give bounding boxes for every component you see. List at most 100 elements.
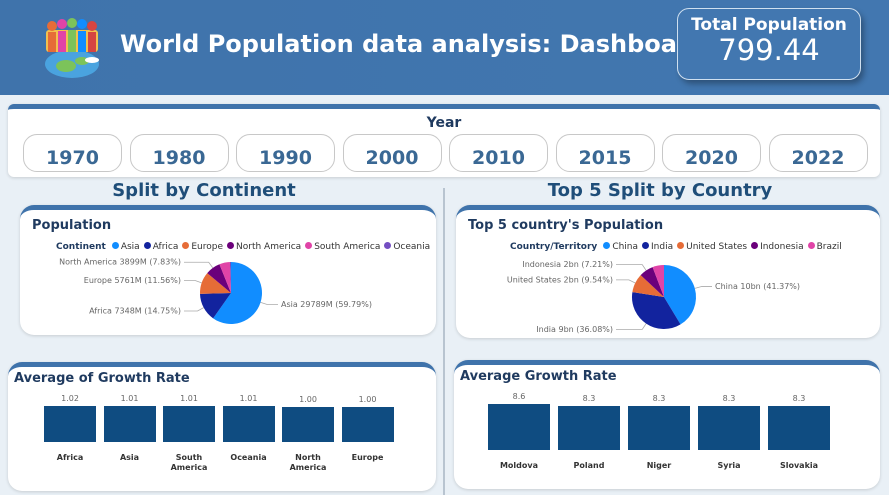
year-button[interactable]: 2015 [555,134,655,172]
legend-title: Continent [56,242,106,252]
x-tick-label: North America [289,453,327,472]
legend-item: Indonesia [751,242,804,252]
bar [698,405,760,450]
legend-swatch [182,242,190,249]
pie-slice [640,267,664,297]
leader-line [184,280,202,284]
leader-line [616,323,647,330]
pie-slice [200,293,231,319]
data-label: North America 3899M (7.83%) [59,258,181,267]
year-button[interactable]: 2020 [662,134,761,172]
year-button[interactable]: 1990 [236,134,335,172]
data-label: 8.3 [722,393,736,403]
pie-slice [207,264,231,293]
legend-swatch [111,242,119,249]
bar-column: 8.3 Syria [698,365,760,489]
pie-panel: Population Continent Asia Africa Europe North… [20,205,436,335]
data-label: 8.6 [512,392,526,401]
pie-panel: Top 5 country's Population Country/Territ… [456,205,880,338]
legend-label: Oceania [393,242,431,252]
year-button[interactable]: 1980 [129,134,229,172]
chart-title: Average of Growth Rate [14,371,190,386]
data-label: 1.01 [120,394,139,404]
bar [558,405,620,450]
bar-column: 1.01 Oceania [222,367,275,491]
legend-label: Asia [120,242,140,252]
x-tick-label: Slovakia [779,461,819,470]
legend-item: Africa [143,242,178,252]
x-tick-label: Syria [717,461,741,470]
data-label: United States 2bn (9.54%) [507,275,613,284]
slicer-title: Year [426,115,462,131]
leader-line [184,307,204,312]
x-tick-label: South America [170,453,208,472]
x-tick-label: Oceania [230,453,267,462]
kpi-card: Total Population 799.44 [677,8,861,80]
year-button[interactable]: 1970 [23,134,122,172]
pie-chart: Asia 29789M (59.79%) Africa 7348M (14.75%… [59,258,372,324]
bar-panel: Average of Growth Rate 1.02 Africa 1.01 Asia… [8,362,436,491]
x-tick-label: Moldova [499,461,539,470]
x-tick-label: Asia [119,453,140,462]
legend-swatch [677,242,685,249]
legend-item: China [603,242,638,252]
pie-chart: China 10bn (41.37%) India 9bn (36.08%) Uni… [507,260,800,334]
legend-label: Europe [191,242,224,252]
pie-slice [213,262,262,324]
legend-swatch [642,242,650,249]
legend-title: Country/Territory [510,242,598,252]
leader-line [184,261,214,269]
data-label: China 10bn (41.37%) [715,282,800,291]
legend-item: North America [227,242,301,252]
bar-column: 1.01 South America [163,367,215,491]
data-label: India 9bn (36.08%) [536,325,613,334]
year-slicer: Year 1970 1980 1990 2000 2010 2015 2020 2022 [8,104,880,177]
legend-label: Brazil [816,242,842,252]
legend: Country/Territory China India United States… [510,242,842,252]
bar-column: 1.00 Europe [341,367,394,491]
legend-item: Europe [182,242,223,252]
legend-label: South America [314,242,381,252]
bar [44,406,96,442]
data-label: Asia 29789M (59.79%) [281,300,372,309]
legend-swatch [807,242,815,249]
legend-label: North America [236,242,302,252]
legend-swatch [751,242,759,249]
data-label: 8.3 [792,393,806,403]
leader-line [616,264,647,271]
bar-column: 8.6 Moldova [488,365,550,489]
kpi-label: Total Population [691,15,847,35]
chart-title: Top 5 country's Population [468,218,664,233]
section-title: Top 5 Split by Country [547,180,773,201]
bar-column: 8.3 Niger [628,365,690,489]
pie-slice [229,262,231,293]
bar-column: 8.3 Poland [558,365,620,489]
pie-slice [664,265,696,325]
bar-panel: Average Growth Rate 8.6 Moldova 8.3 Poland 8.… [454,360,880,489]
legend-label: China [612,242,639,252]
chart-title: Average Growth Rate [460,369,617,384]
pie-slice [632,292,681,329]
year-button[interactable]: 2000 [342,134,442,172]
year-button[interactable]: 2010 [449,134,548,172]
divider [443,188,445,495]
legend-item: India [642,242,673,252]
year-button[interactable]: 2022 [768,134,868,172]
legend-item: United States [677,242,747,252]
data-label: Indonesia 2bn (7.21%) [522,260,613,269]
bar [282,406,334,442]
legend-label: Indonesia [760,242,804,252]
leader-line [694,286,712,289]
x-tick-label: Poland [573,461,605,470]
x-tick-label: Europe [351,453,384,462]
x-tick-label: Africa [56,453,84,462]
legend-item: Oceania [384,242,430,252]
x-tick-label: Niger [646,461,672,470]
bar-column: 1.01 Asia [103,367,156,491]
bar [103,406,156,442]
bar [341,406,394,442]
bar [628,405,690,450]
legend-label: United States [686,242,748,252]
data-label: Europe 5761M (11.56%) [84,276,181,285]
